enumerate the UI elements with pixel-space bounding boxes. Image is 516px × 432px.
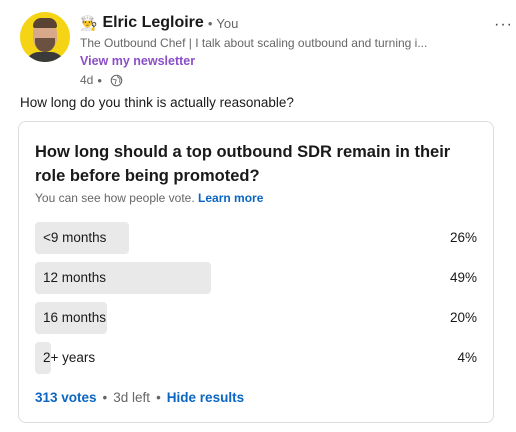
author-name[interactable]: Elric Legloire — [102, 14, 204, 31]
author-name-row: 👨‍🍳 Elric Legloire • You — [80, 12, 470, 34]
post-time: 4d — [80, 73, 94, 87]
poll-option: 12 months 49% — [35, 262, 477, 294]
more-options-icon[interactable]: ··· — [494, 16, 513, 33]
poll-option-label: 2+ years — [43, 350, 96, 365]
avatar-body — [25, 52, 65, 62]
learn-more-link[interactable]: Learn more — [198, 191, 264, 205]
post-time-row: 4d • — [80, 71, 470, 89]
poll-option-bar — [35, 262, 211, 294]
poll-option-percent: 4% — [457, 350, 477, 365]
poll-footer: 313 votes • 3d left • Hide results — [35, 390, 244, 405]
view-newsletter-link[interactable]: View my newsletter — [80, 54, 196, 68]
poll-note: You can see how people vote. Learn more — [35, 191, 263, 205]
poll-option-bar — [35, 342, 51, 374]
separator-dot: • — [207, 15, 213, 31]
avatar-beard — [35, 38, 55, 52]
vote-count-link[interactable]: 313 votes — [35, 390, 97, 405]
poll-option: 16 months 20% — [35, 302, 477, 334]
post-text: How long do you think is actually reason… — [20, 95, 294, 110]
hide-results-button[interactable]: Hide results — [166, 390, 245, 405]
author-headline: The Outbound Chef | I talk about scaling… — [80, 36, 428, 50]
separator-dot: • — [102, 390, 108, 405]
poll-option-bar — [35, 222, 129, 254]
avatar[interactable] — [20, 12, 70, 62]
author-relation: You — [216, 15, 239, 31]
globe-icon — [110, 74, 123, 86]
chef-hat-icon: 👨‍🍳 — [80, 15, 98, 31]
separator-dot: • — [97, 72, 102, 88]
post-header: 👨‍🍳 Elric Legloire • You The Outbound Ch… — [20, 12, 512, 89]
poll-note-text: You can see how people vote. — [35, 191, 195, 205]
poll-question: How long should a top outbound SDR remai… — [35, 143, 451, 185]
separator-dot: • — [156, 390, 161, 405]
avatar-hair — [33, 18, 57, 28]
poll-option-percent: 49% — [449, 270, 477, 285]
poll-option-label: 16 months — [43, 310, 107, 325]
poll-option-label: <9 months — [43, 230, 107, 245]
poll-option-label: 12 months — [43, 270, 107, 285]
poll-card: How long should a top outbound SDR remai… — [18, 121, 494, 423]
poll-option-bar — [35, 302, 107, 334]
author-meta: 👨‍🍳 Elric Legloire • You The Outbound Ch… — [80, 12, 470, 89]
poll-option: 2+ years 4% — [35, 342, 477, 374]
poll-option: <9 months 26% — [35, 222, 477, 254]
poll-time-left: 3d left — [113, 390, 151, 405]
poll-option-percent: 26% — [449, 230, 477, 245]
poll-option-percent: 20% — [449, 310, 477, 325]
